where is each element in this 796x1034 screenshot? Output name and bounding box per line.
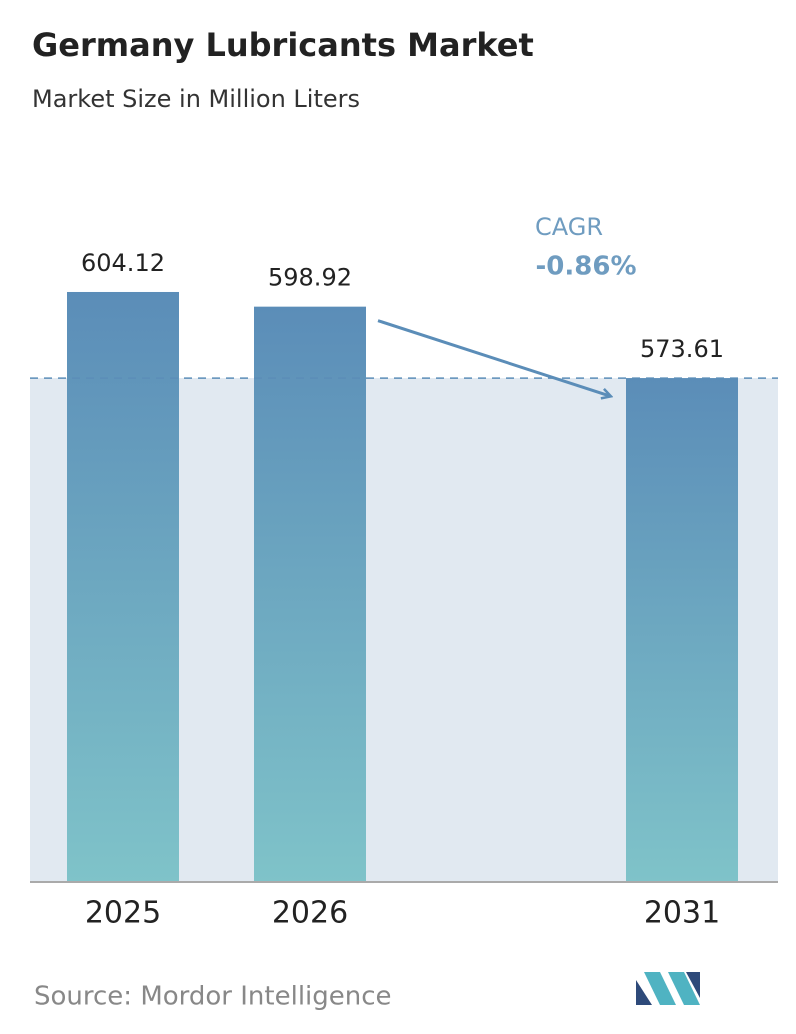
cagr-value: -0.86% [536,252,637,282]
chart-subtitle: Market Size in Million Liters [32,85,360,113]
bar [626,378,738,882]
chart-title: Germany Lubricants Market [32,26,534,64]
bar [67,291,179,882]
x-tick-label: 2025 [85,896,161,931]
cagr-label: CAGR [535,213,603,241]
value-label: 604.12 [81,249,165,277]
source: Source: Mordor Intelligence [34,982,392,1012]
value-label: 573.61 [640,335,724,363]
trend-arrow [377,319,610,396]
value-label: 598.92 [268,264,352,292]
x-tick-label: 2031 [644,896,720,931]
bar [254,306,366,882]
x-tick-label: 2026 [272,896,348,931]
logo [636,972,700,1005]
